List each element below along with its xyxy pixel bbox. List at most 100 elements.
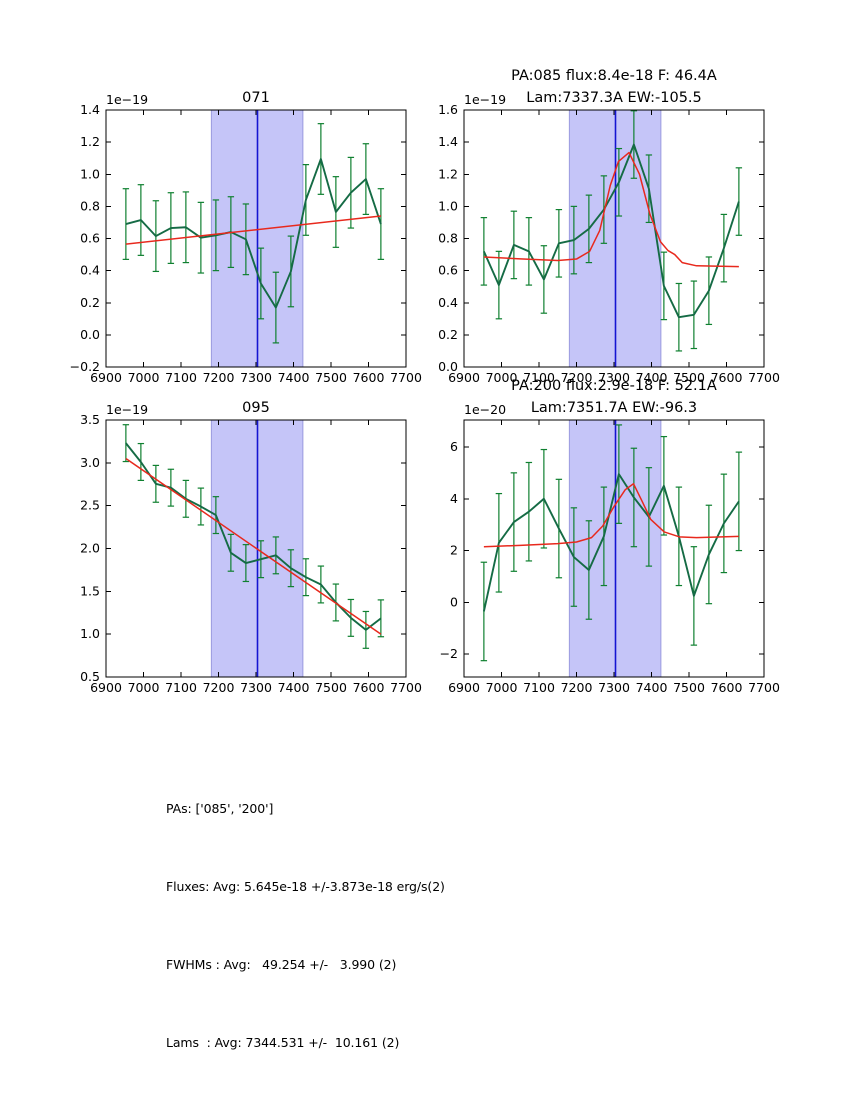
x-tick-label: 7700: [748, 370, 780, 385]
x-tick-label: 7300: [598, 680, 630, 695]
spectrum-with-errorbars: [122, 123, 385, 344]
x-tick-label: 7100: [165, 680, 197, 695]
y-tick-label: 3.0: [80, 455, 100, 470]
plot-095-title: 095: [242, 400, 270, 416]
plot-pa085-offset-label: 1e−19: [464, 92, 506, 107]
x-tick-label: 7400: [636, 680, 668, 695]
plot-095: 6900 7000 7100 7200 7300 7400 7500 7600 7700 0.5 1…: [80, 400, 422, 695]
axes-frame: 6900 7000 7100 7200 7300 7400 7500 7600 7700 −0.2…: [70, 102, 422, 385]
plot-pa085-canvas: 6900 7000 7100 7200 7300 7400 7500 7600 7700 0.0 0…: [438, 102, 780, 385]
x-tick-label: 7400: [636, 370, 668, 385]
y-tick-label: 0.0: [438, 359, 458, 374]
plot-pa200-title-line2: Lam:7351.7A EW:-96.3: [531, 400, 697, 416]
axes-frame: 6900 7000 7100 7200 7300 7400 7500 7600 7700 −2 0 2…: [440, 419, 780, 695]
plot-pa200-canvas: 6900 7000 7100 7200 7300 7400 7500 7600 7700 −2 0 2…: [440, 419, 780, 695]
x-tick-label: 7000: [486, 680, 518, 695]
plot-pa200: 6900 7000 7100 7200 7300 7400 7500 7600 7700 −2 0 2…: [440, 378, 780, 695]
summary-line-lams: Lams : Avg: 7344.531 +/- 10.161 (2): [166, 1035, 400, 1050]
x-tick-label: 7500: [673, 370, 705, 385]
summary-line-fluxes: Fluxes: Avg: 5.645e-18 +/-3.873e-18 erg/…: [166, 879, 445, 894]
y-tick-label: 4: [450, 491, 458, 506]
spectrum-with-errorbars: [480, 424, 743, 662]
plot-pa200-offset-label: 1e−20: [464, 402, 506, 417]
x-tick-label: 7300: [240, 370, 272, 385]
continuum-fit-line: [125, 215, 381, 245]
plot-pa200-title-line1: PA:200 flux:2.9e-18 F: 52.1A: [511, 378, 717, 394]
summary-block: PAs: ['085', '200'] Fluxes: Avg: 5.645e-…: [166, 744, 445, 1100]
x-tick-label: 7600: [711, 680, 743, 695]
spectrum-with-errorbars: [122, 424, 385, 649]
plot-pa085-title-line1: PA:085 flux:8.4e-18 F: 46.4A: [511, 68, 717, 84]
y-tick-label: 0.2: [80, 295, 100, 310]
summary-line-pas: PAs: ['085', '200']: [166, 801, 274, 816]
gaussian-fit-line: [483, 151, 739, 268]
x-tick-label: 7200: [203, 680, 235, 695]
summary-line-fwhms: FWHMs : Avg: 49.254 +/- 3.990 (2): [166, 957, 397, 972]
x-tick-label: 7300: [598, 370, 630, 385]
x-tick-label: 7700: [390, 680, 422, 695]
y-tick-label: 0.6: [80, 231, 100, 246]
y-tick-label: 0.2: [438, 327, 458, 342]
x-tick-label: 7600: [353, 370, 385, 385]
plot-pa085-title-line2: Lam:7337.3A EW:-105.5: [526, 90, 702, 106]
y-tick-label: 0: [450, 594, 458, 609]
x-tick-label: 6900: [448, 680, 480, 695]
x-tick-label: 7400: [278, 370, 310, 385]
plot-095-offset-label: 1e−19: [106, 402, 148, 417]
y-tick-label: 1.0: [438, 198, 458, 213]
y-tick-label: 2.0: [80, 541, 100, 556]
y-tick-label: 0.8: [80, 198, 100, 213]
plot-095-canvas: 6900 7000 7100 7200 7300 7400 7500 7600 7700 0.5 1…: [80, 412, 422, 695]
x-tick-label: 6900: [90, 370, 122, 385]
x-tick-label: 7100: [165, 370, 197, 385]
y-tick-label: 0.8: [438, 231, 458, 246]
y-tick-label: 1.0: [80, 626, 100, 641]
x-tick-label: 6900: [448, 370, 480, 385]
x-tick-label: 7300: [240, 680, 272, 695]
y-tick-label: 0.5: [80, 669, 100, 684]
x-tick-label: 7200: [561, 680, 593, 695]
y-tick-label: −2: [440, 646, 458, 661]
x-tick-label: 7000: [128, 370, 160, 385]
plot-071-canvas: 6900 7000 7100 7200 7300 7400 7500 7600 7700 −0.2…: [70, 102, 422, 385]
x-tick-label: 7000: [486, 370, 518, 385]
x-tick-label: 7100: [523, 680, 555, 695]
x-tick-label: 7200: [561, 370, 593, 385]
y-tick-label: 0.0: [80, 327, 100, 342]
x-tick-label: 7500: [673, 680, 705, 695]
y-tick-label: 1.2: [438, 166, 458, 181]
gaussian-fit-line: [483, 482, 739, 548]
spectrum-with-errorbars: [480, 110, 743, 352]
y-tick-label: 0.4: [80, 263, 100, 278]
y-tick-label: 1.5: [80, 583, 100, 598]
y-tick-label: 2: [450, 543, 458, 558]
x-tick-label: 7700: [748, 680, 780, 695]
x-tick-label: 7200: [203, 370, 235, 385]
x-tick-label: 7500: [315, 370, 347, 385]
y-tick-label: 1.2: [80, 134, 100, 149]
x-tick-label: 7600: [353, 680, 385, 695]
axes-frame: 6900 7000 7100 7200 7300 7400 7500 7600 7700 0.5 1…: [80, 412, 422, 695]
y-tick-label: 1.6: [438, 102, 458, 117]
plot-071-title: 071: [242, 90, 270, 106]
y-tick-label: 1.0: [80, 166, 100, 181]
y-tick-label: 2.5: [80, 498, 100, 513]
y-tick-label: −0.2: [70, 359, 100, 374]
plot-071: 6900 7000 7100 7200 7300 7400 7500 7600 7700 −0.2…: [70, 90, 422, 385]
plot-071-offset-label: 1e−19: [106, 92, 148, 107]
x-tick-label: 7500: [315, 680, 347, 695]
x-tick-label: 7100: [523, 370, 555, 385]
y-tick-label: 1.4: [80, 102, 100, 117]
x-tick-label: 7000: [128, 680, 160, 695]
x-tick-label: 7400: [278, 680, 310, 695]
y-tick-label: 0.4: [438, 295, 458, 310]
y-tick-label: 6: [450, 439, 458, 454]
x-tick-label: 7700: [390, 370, 422, 385]
x-tick-label: 6900: [90, 680, 122, 695]
y-tick-label: 1.4: [438, 134, 458, 149]
x-tick-label: 7600: [711, 370, 743, 385]
y-tick-label: 3.5: [80, 412, 100, 427]
plot-pa085: 6900 7000 7100 7200 7300 7400 7500 7600 7700 0.0 0…: [438, 68, 780, 385]
axes-frame: 6900 7000 7100 7200 7300 7400 7500 7600 7700 0.0 0…: [438, 102, 780, 385]
